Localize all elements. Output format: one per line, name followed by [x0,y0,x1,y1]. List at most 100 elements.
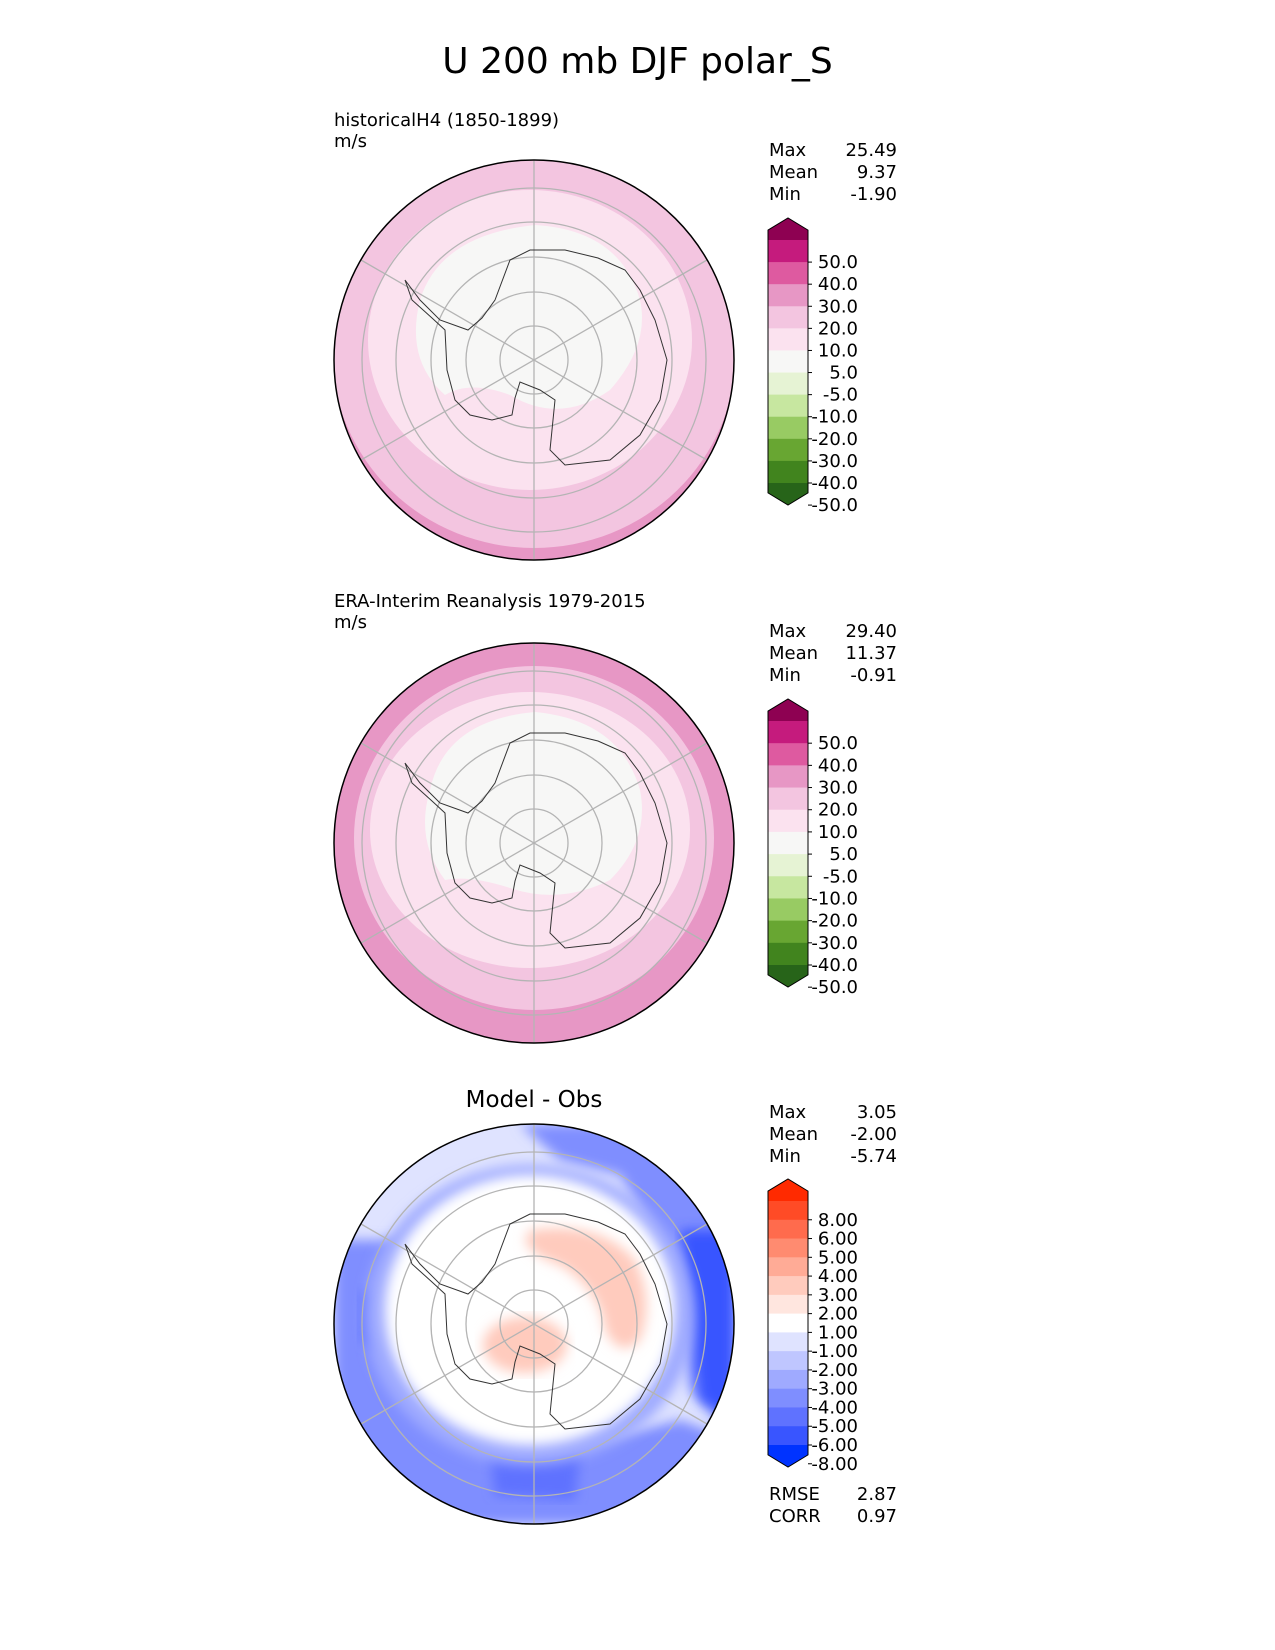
colorbar-cell [768,920,808,944]
panel-2-units: m/s [334,612,367,633]
panel-2-stats: Max 29.40 Mean 11.37 Min -0.91 [769,621,897,687]
stat-label: Max [769,621,807,642]
colorbar-tick-label: -2.00 [811,1360,858,1381]
map-panel-3 [333,1123,735,1525]
colorbar-tick-label: -6.00 [811,1435,858,1456]
map-panel-2 [333,642,735,1044]
colorbar-tick-label: 4.00 [818,1266,858,1287]
colorbar-tick-label: 50.0 [818,252,858,273]
stat-value: 3.05 [856,1102,897,1123]
colorbar-panel-1: 50.040.030.020.010.05.0-5.0-10.0-20.0-30… [767,217,858,516]
colorbar-outline [767,1178,809,1468]
colorbar-tick-label: 20.0 [818,800,858,821]
colorbar-tick-label: 40.0 [818,274,858,295]
diff-negative-sector-east [520,1124,734,1440]
colorbar-extend-max [768,699,808,721]
colorbar-tick-label: -40.0 [811,473,858,494]
colorbar-outline [767,217,809,506]
figure-title: U 200 mb DJF polar_S [442,41,833,82]
colorbar-tick-label: -5.0 [823,385,858,406]
colorbar-cell [768,1351,808,1371]
panel-3-metrics: RMSE 2.87 CORR 0.97 [769,1484,897,1528]
colorbar-panel-3: 8.006.005.004.003.002.001.00-1.00-2.00-3… [767,1178,858,1475]
colorbar-tick-label: -1.00 [811,1341,858,1362]
colorbar-tick-label: -4.00 [811,1397,858,1418]
colorbar-outline [767,698,809,988]
stat-label: Min [769,184,801,205]
colorbar-tick-label: 3.00 [818,1285,858,1306]
antarctica-coastline-1 [404,249,668,466]
colorbar-extend-min [768,483,808,505]
colorbar-tick-label: 30.0 [818,778,858,799]
colorbar-tick-label: -50.0 [811,977,858,998]
antarctica-coastline-2 [404,732,668,949]
map-2-graticule [360,643,708,1043]
colorbar-tick-label: 40.0 [818,755,858,776]
metric-value: 2.87 [856,1484,897,1505]
colorbar-extend-min [768,1445,808,1467]
colorbar-cell [768,721,808,744]
colorbar-tick-label: 2.00 [818,1304,858,1325]
map-1-boundary [333,159,735,561]
colorbar-cell [768,416,808,440]
antarctica-coastline-3 [404,1213,668,1430]
colorbar-tick-label: 30.0 [818,296,858,317]
metric-label: CORR [769,1506,821,1527]
colorbar-cell [768,1201,808,1221]
stat-label: Max [769,1102,807,1123]
colorbar-cell [768,350,808,374]
colorbar-cell [768,1388,808,1408]
colorbar-tick-label: 5.0 [829,844,858,865]
colorbar-tick-label: -20.0 [811,911,858,932]
diff-negative-band-south [334,1240,734,1524]
colorbar-tick-label: 10.0 [818,340,858,361]
colorbar-cell [768,1219,808,1240]
colorbar-cell [768,240,808,263]
stat-label: Mean [769,643,819,664]
colorbar-cell [768,262,808,285]
colorbar-cell [768,809,808,833]
colorbar-tick-label: 1.00 [818,1322,858,1343]
colorbar-tick-label: -20.0 [811,429,858,450]
colorbar-tick-label: -3.00 [811,1379,858,1400]
stat-value: -5.74 [850,1146,897,1167]
colorbar-cell [768,876,808,899]
colorbar-cell [768,438,808,462]
colorbar-tick-label: 8.00 [818,1210,858,1231]
map-panel-1 [333,159,735,561]
colorbar-tick-label: 5.0 [829,363,858,384]
colorbar-extend-min [768,965,808,987]
colorbar-cell [768,1276,808,1296]
colorbar-cell [768,1238,808,1258]
colorbar-tick-label: 50.0 [818,733,858,754]
colorbar-tick-label: -30.0 [811,451,858,472]
panel-2-title: ERA-Interim Reanalysis 1979-2015 [334,591,646,612]
panel-3-title: Model - Obs [465,1087,603,1113]
colorbar-panel-2: 50.040.030.020.010.05.0-5.0-10.0-20.0-30… [767,698,858,998]
colorbar-cell [768,1332,808,1352]
map-3-boundary [333,1123,735,1525]
stat-value: 29.40 [845,621,897,642]
stat-value: 25.49 [845,140,897,161]
stat-label: Min [769,1146,801,1167]
colorbar-cell [768,765,808,789]
stat-label: Min [769,665,801,686]
colorbar-cell [768,372,808,396]
colorbar-cell [768,787,808,811]
stat-value: 9.37 [856,162,897,183]
colorbar-cell [768,460,808,484]
colorbar-cell [768,898,808,922]
colorbar-cell [768,394,808,418]
stat-value: 11.37 [845,643,897,664]
colorbar-tick-label: -8.00 [811,1454,858,1475]
colorbar-tick-label: -50.0 [811,495,858,516]
map-2-boundary [333,642,735,1044]
metric-value: 0.97 [856,1506,897,1527]
stat-label: Mean [769,162,819,183]
colorbar-tick-label: 6.00 [818,1229,858,1250]
panel-1-units: m/s [334,131,367,152]
colorbar-extend-max [768,1179,808,1201]
colorbar-cell [768,942,808,966]
stat-value: -1.90 [850,184,897,205]
